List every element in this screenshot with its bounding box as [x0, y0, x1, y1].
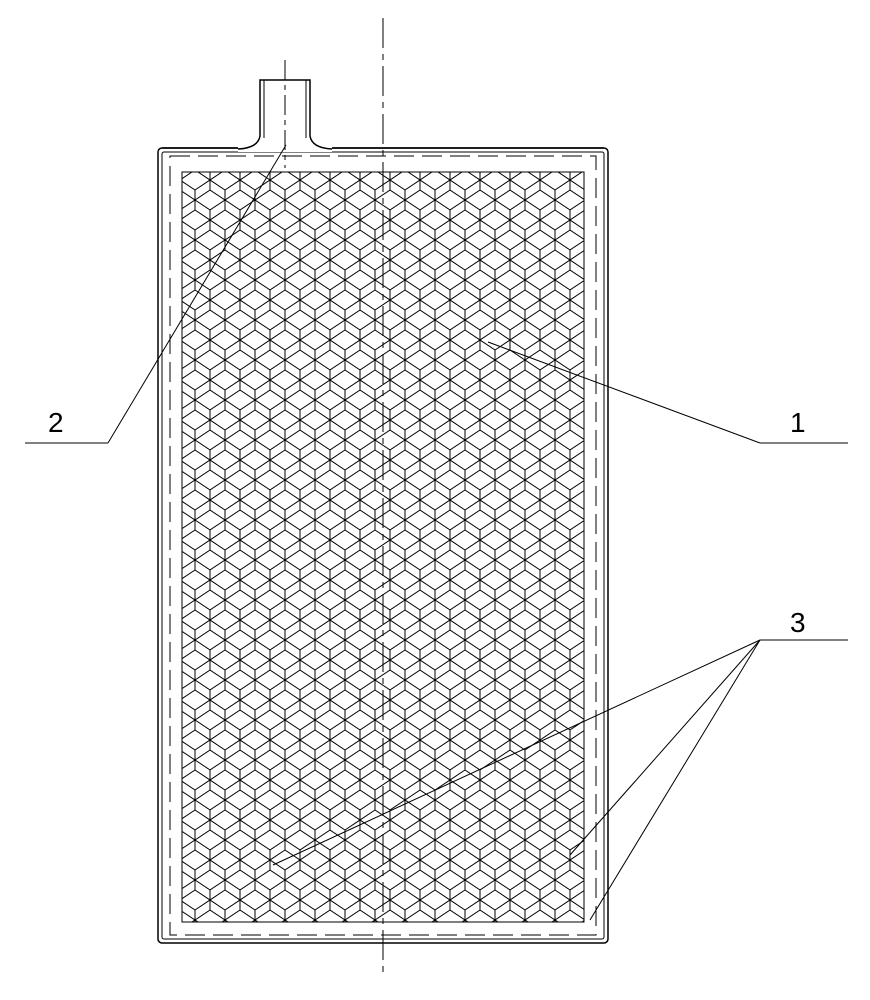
leader-3-branch: [590, 640, 760, 920]
label-1: 1: [790, 407, 806, 438]
label-2: 2: [48, 407, 64, 438]
leader-3-branch: [570, 640, 760, 855]
label-3: 3: [790, 607, 806, 638]
